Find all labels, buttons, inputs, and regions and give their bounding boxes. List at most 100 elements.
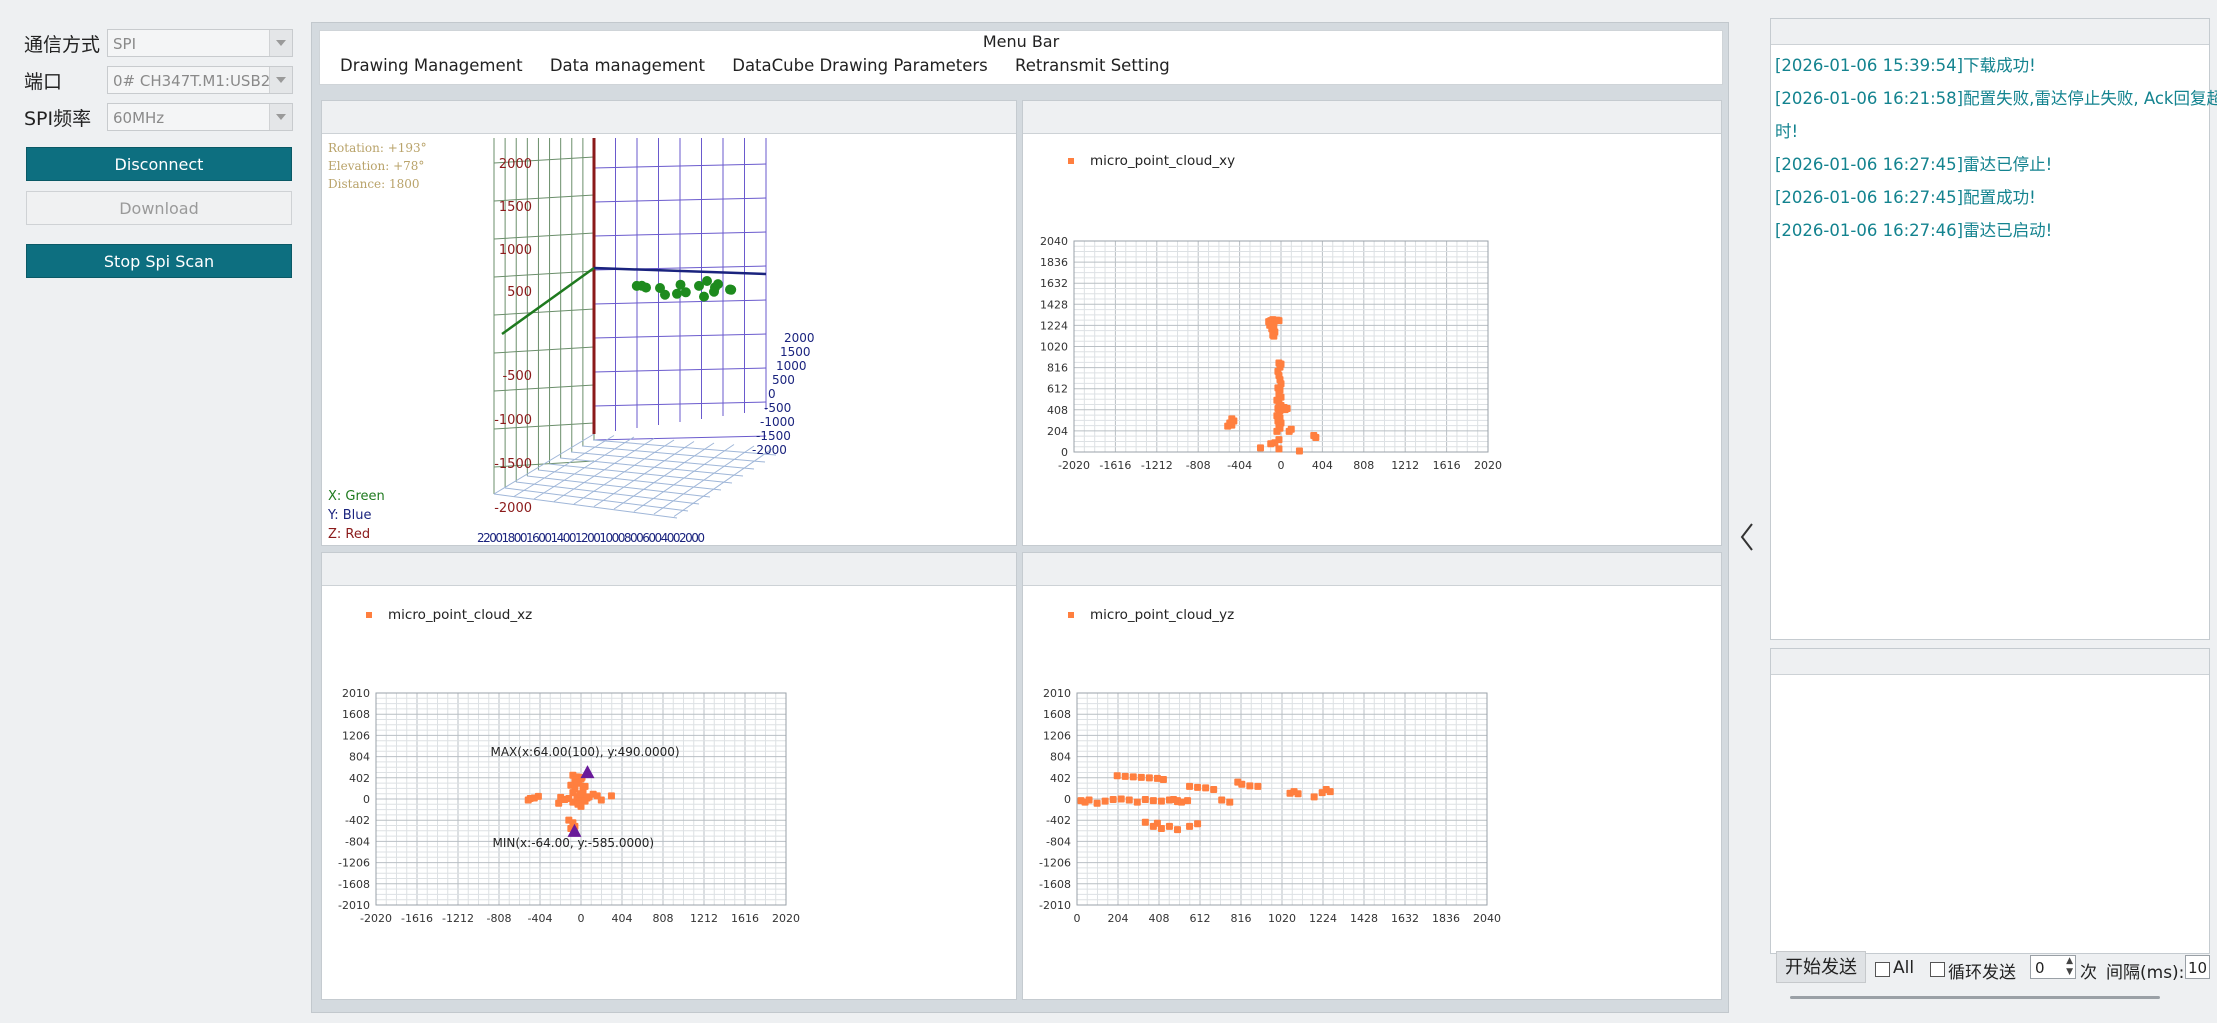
legend-marker <box>1068 158 1074 164</box>
interval-input[interactable]: 10 <box>2185 955 2210 979</box>
floor-grid-line <box>570 451 755 470</box>
loop-send-checkbox[interactable] <box>1930 962 1945 977</box>
chevron-down-icon[interactable] <box>269 104 292 130</box>
chart-xz[interactable]: -2020 -1616 -1212 -808 -404 0 404 808 1212 1616 20… <box>322 586 1016 1000</box>
floor-grid-line <box>553 438 655 502</box>
menu-bar-title: Menu Bar <box>982 32 1060 51</box>
floor-grid-line <box>533 436 635 500</box>
spi-freq-select[interactable]: 60MHz <box>107 103 293 131</box>
x-tick-label: 1632 <box>1391 912 1419 925</box>
interval-label: 间隔(ms): <box>2106 963 2185 983</box>
z-tick-label: 1500 <box>499 200 532 215</box>
data-point <box>1165 822 1173 830</box>
all-checkbox[interactable] <box>1875 962 1890 977</box>
wall-grid-line <box>493 156 595 164</box>
point-3d <box>725 284 735 295</box>
panel-xz: micro_point_cloud_xz -2020 -1616 -1212 -808… <box>321 552 1017 1000</box>
max-label: MAX(x:64.00(100), y:490.0000) <box>490 745 679 759</box>
y-tick-label: -402 <box>345 814 370 827</box>
chevron-left-icon[interactable] <box>1736 520 1760 554</box>
wall-grid-line <box>493 270 595 278</box>
data-point <box>1310 793 1318 801</box>
send-text-area[interactable] <box>1771 675 2209 953</box>
y-tick-label: -2000 <box>752 443 787 457</box>
data-point <box>1283 405 1291 413</box>
x-tick-label: 404 <box>612 912 633 925</box>
legend-label: micro_point_cloud_xz <box>388 607 533 623</box>
y-tick-label: 402 <box>349 772 370 785</box>
wall-grid-line <box>593 163 767 169</box>
data-point <box>1184 797 1192 805</box>
y-tick-label: 1500 <box>780 345 811 359</box>
data-point <box>1145 774 1153 782</box>
spi-freq-label: SPI频率 <box>24 108 92 130</box>
floor-grid-line <box>593 441 695 507</box>
x-tick-label: -1616 <box>401 912 433 925</box>
point-3d <box>702 276 712 287</box>
floor-grid-line <box>513 435 615 497</box>
y-tick-label: -804 <box>1046 835 1071 848</box>
start-send-button[interactable]: 开始发送 <box>1776 951 1866 983</box>
data-point <box>1218 796 1226 804</box>
y-tick-label: -1500 <box>756 429 791 443</box>
data-point <box>1312 434 1320 442</box>
data-point <box>1121 772 1129 780</box>
chart-xy[interactable]: -2020 -1616 -1212 -808 -404 0 404 808 1212 1616 20… <box>1023 134 1721 546</box>
count-spinbox[interactable]: 0 ▲ ▼ <box>2030 955 2076 979</box>
data-point <box>1133 798 1141 806</box>
y-tick-label: 612 <box>1047 383 1068 396</box>
data-point <box>573 779 581 787</box>
wall-grid-line <box>593 367 767 373</box>
chevron-down-icon[interactable] <box>269 30 292 56</box>
disconnect-button[interactable]: Disconnect <box>26 147 292 181</box>
interval-value: 10 <box>2188 959 2208 977</box>
chevron-down-icon[interactable] <box>269 67 292 93</box>
floor-grid-line <box>573 439 675 505</box>
horizontal-scrollbar[interactable] <box>1790 996 2160 999</box>
panel-xy: micro_point_cloud_xy -2020 -1616 -1212 -808… <box>1022 100 1722 546</box>
download-button[interactable]: Download <box>26 191 292 225</box>
axis-legend-label: X: Green <box>328 489 385 504</box>
data-point <box>555 799 563 807</box>
menu-datacube-drawing-parameters[interactable]: DataCube Drawing Parameters <box>732 56 988 75</box>
menu-data-management[interactable]: Data management <box>549 56 705 75</box>
y-tick-label: 816 <box>1047 362 1068 375</box>
data-point <box>579 784 587 792</box>
wall-grid-line <box>493 384 595 392</box>
spin-arrows-icon[interactable]: ▲ ▼ <box>2066 956 2073 977</box>
x-tick-label: -808 <box>487 912 512 925</box>
x-tick-label: 1020 <box>1268 912 1296 925</box>
panel-header <box>322 553 1016 586</box>
y-tick-label: 2040 <box>1040 235 1068 248</box>
y-tick-label: 2000 <box>784 331 815 345</box>
x-tick-label: -2020 <box>360 912 392 925</box>
y-tick-label: 500 <box>772 373 795 387</box>
legend-marker <box>1068 612 1074 618</box>
data-point <box>597 796 605 804</box>
count-value: 0 <box>2035 959 2045 977</box>
floor-grid-line <box>653 445 755 515</box>
data-point <box>534 792 542 800</box>
view3d-canvas[interactable]: Rotation: +193° Elevation: +78° Distance: … <box>322 134 1016 546</box>
port-select[interactable]: 0# CH347T.M1:USB2.0 To <box>107 66 293 94</box>
chart-yz[interactable]: 0 204 408 612 816 1020 1224 1428 1632 1836 2040 -20… <box>1023 586 1721 1000</box>
panel-yz: micro_point_cloud_yz 0 204 408 612 816 1020 12… <box>1022 552 1722 1000</box>
data-point <box>1273 427 1281 435</box>
floor-grid-line <box>515 481 700 505</box>
y-tick-label: -2010 <box>1039 899 1071 912</box>
stop-spi-scan-button[interactable]: Stop Spi Scan <box>26 244 292 278</box>
y-tick-label: 1428 <box>1040 298 1068 311</box>
panel-header <box>1023 101 1721 134</box>
y-tick-label: 0 <box>1061 446 1068 459</box>
x-tick-label: 404 <box>1312 459 1333 472</box>
point-3d <box>655 282 665 293</box>
y-tick-label: 804 <box>1050 751 1071 764</box>
floor-grid-line <box>613 442 715 510</box>
menu-drawing-management[interactable]: Drawing Management <box>340 56 523 75</box>
comm-mode-select[interactable]: SPI <box>107 29 293 57</box>
wall-grid-line <box>493 308 595 316</box>
legend-marker <box>366 612 372 618</box>
y-tick-label: 2010 <box>342 687 370 700</box>
floor-grid-line <box>493 433 595 495</box>
menu-retransmit-setting[interactable]: Retransmit Setting <box>1015 56 1170 75</box>
